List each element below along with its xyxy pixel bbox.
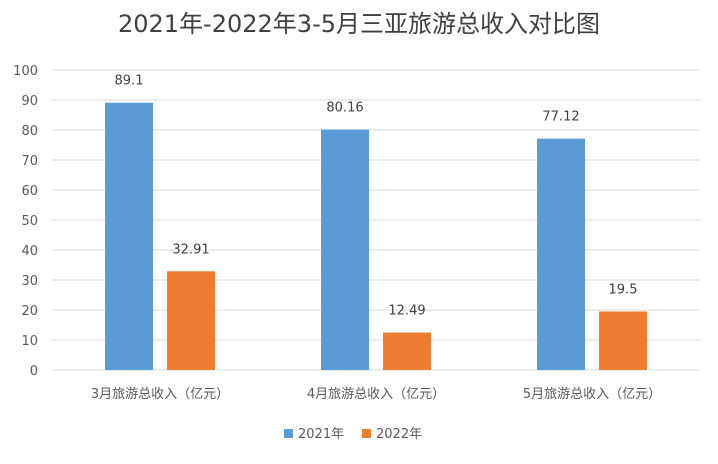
data-label: 19.5 <box>609 283 638 298</box>
y-axis: 0 10 20 30 40 50 60 70 80 90 100 <box>13 64 38 379</box>
data-label: 89.1 <box>115 74 144 89</box>
data-label: 12.49 <box>388 304 425 319</box>
y-tick-label: 100 <box>13 64 38 79</box>
bars <box>105 102 647 370</box>
bar-series-2022 <box>383 332 431 370</box>
x-axis: 3月旅游总收入（亿元） 4月旅游总收入（亿元） 5月旅游总收入（亿元） <box>91 387 661 402</box>
bar-series-2021 <box>105 102 153 370</box>
bar-series-2022 <box>599 311 647 370</box>
x-category-label: 5月旅游总收入（亿元） <box>523 387 661 402</box>
y-tick-label: 0 <box>30 364 38 379</box>
data-label: 80.16 <box>326 101 363 116</box>
bar-series-2021 <box>321 129 369 370</box>
legend-entry: 2022年 <box>376 427 422 442</box>
data-labels: 89.1 32.91 80.16 12.49 77.12 19.5 <box>115 74 638 319</box>
y-tick-label: 60 <box>21 184 38 199</box>
legend-swatch <box>362 429 371 438</box>
legend: 2021年 2022年 <box>284 427 422 442</box>
x-category-label: 3月旅游总收入（亿元） <box>91 387 229 402</box>
bar-series-2021 <box>537 138 585 370</box>
chart-title: 2021年-2022年3-5月三亚旅游总收入对比图 <box>118 10 600 38</box>
data-label: 77.12 <box>542 110 579 125</box>
y-tick-label: 10 <box>21 334 38 349</box>
bar-series-2022 <box>167 271 215 370</box>
legend-swatch <box>284 429 293 438</box>
y-tick-label: 50 <box>21 214 38 229</box>
data-label: 32.91 <box>172 242 209 257</box>
y-tick-label: 70 <box>21 154 38 169</box>
y-tick-label: 90 <box>21 94 38 109</box>
gridlines <box>52 69 700 371</box>
y-tick-label: 30 <box>21 274 38 289</box>
x-category-label: 4月旅游总收入（亿元） <box>307 387 445 402</box>
y-tick-label: 40 <box>21 244 38 259</box>
y-tick-label: 20 <box>21 304 38 319</box>
legend-entry: 2021年 <box>298 427 344 442</box>
y-tick-label: 80 <box>21 124 38 139</box>
